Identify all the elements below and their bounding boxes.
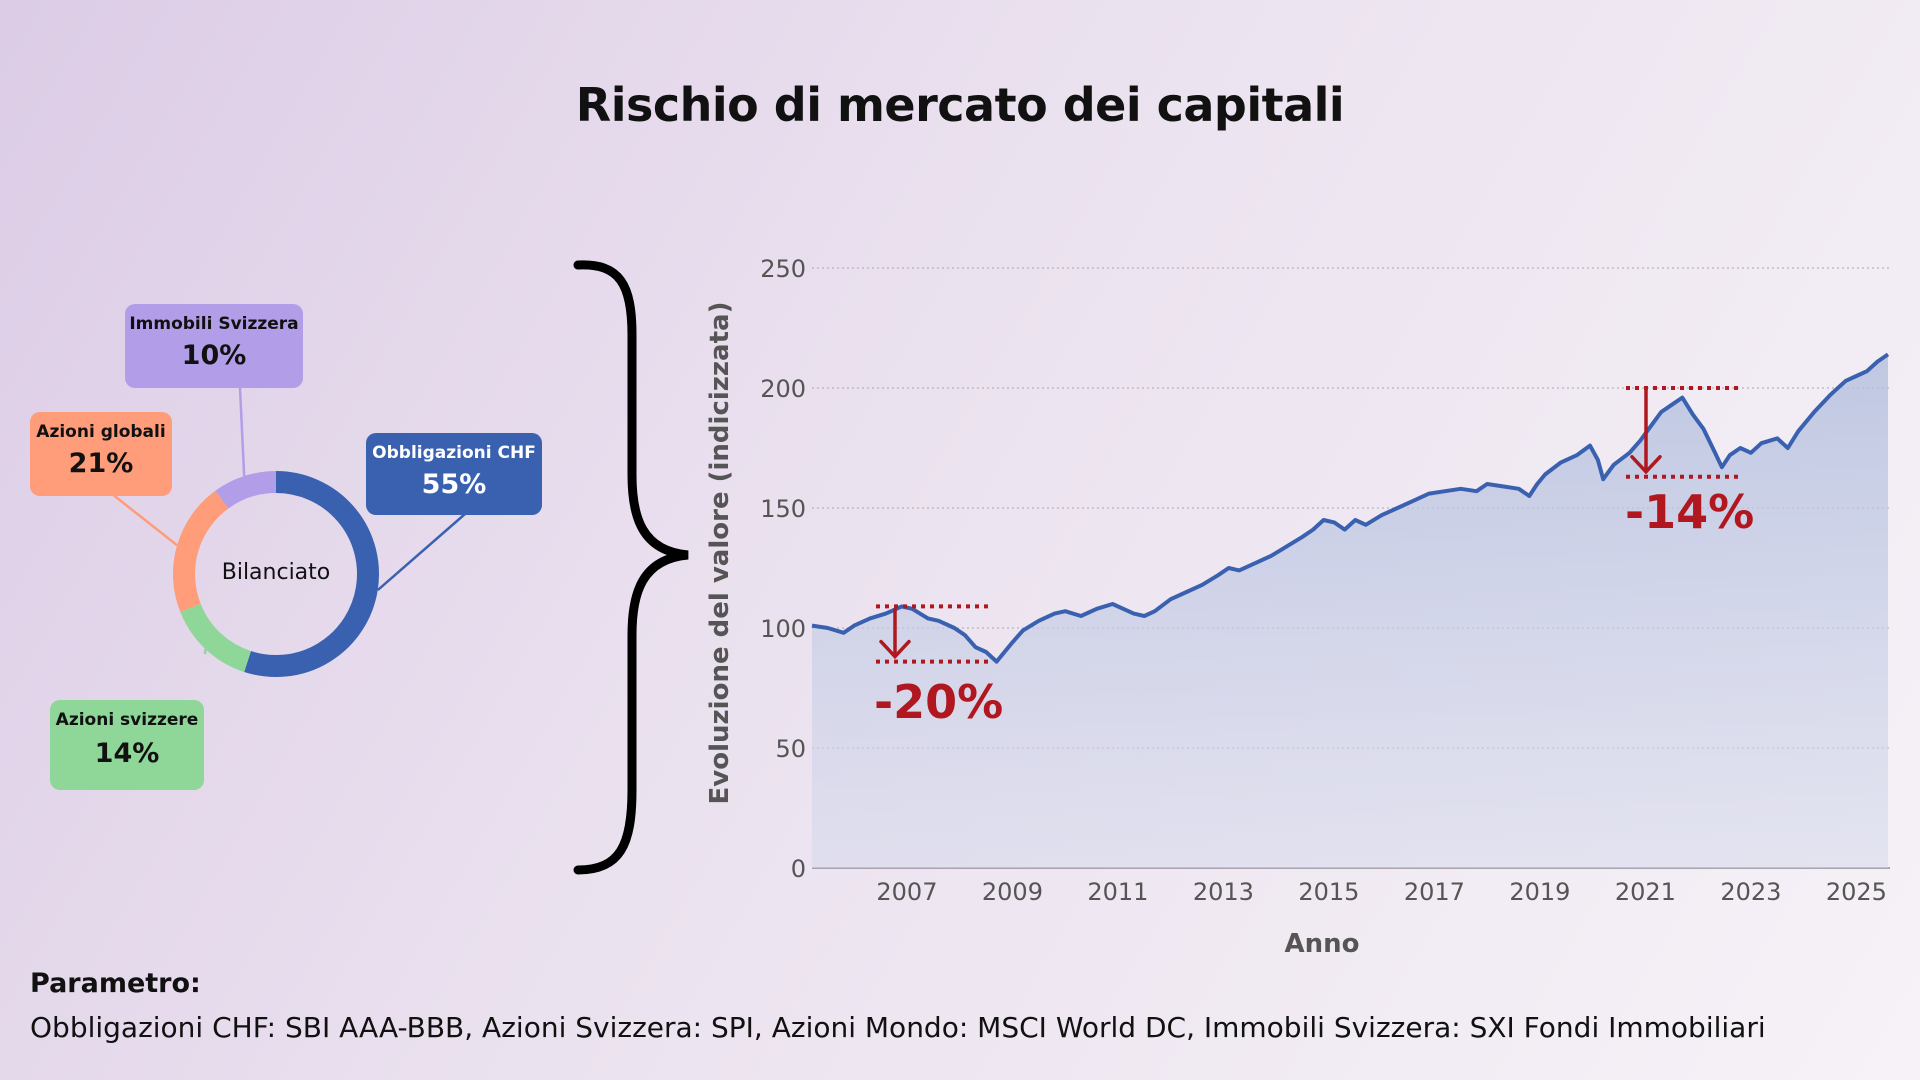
x-tick-label: 2007: [876, 878, 937, 906]
label-obbligazioni-chf: Obbligazioni CHF 55%: [366, 433, 542, 515]
label-value: 55%: [421, 469, 487, 500]
donut-leader-line: [376, 513, 466, 592]
label-name: Immobili Svizzera: [129, 314, 299, 334]
drawdown-annotations: -20% -14%: [874, 386, 1754, 729]
drawdown-annotation: -14%: [1625, 386, 1754, 539]
donut-segment: [215, 471, 277, 509]
label-azioni-globali: Azioni globali 21%: [30, 412, 172, 496]
area-fill: [812, 354, 1888, 868]
donut-segment: [244, 471, 379, 677]
label-azioni-svizzere: Azioni svizzere 14%: [50, 700, 204, 790]
series-line: [811, 352, 1890, 664]
label-name: Azioni globali: [36, 422, 166, 442]
y-tick-labels: 0 50 100 150 200 250: [760, 255, 806, 883]
donut-leader-line: [238, 387, 246, 477]
drawdown-annotation: -20%: [874, 604, 1003, 729]
page-title: Rischio di mercato dei capitali: [575, 78, 1345, 132]
curly-brace-icon: [573, 260, 689, 875]
allocation-donut: [111, 387, 466, 677]
chart-area: [811, 352, 1890, 868]
label-value: 10%: [181, 340, 247, 371]
label-name: Azioni svizzere: [55, 710, 199, 730]
x-tick-label: 2021: [1615, 878, 1676, 906]
footer-heading: Parametro:: [30, 968, 201, 999]
y-tick-label: 100: [760, 615, 806, 643]
x-tick-label: 2015: [1298, 878, 1359, 906]
x-tick-label: 2009: [982, 878, 1043, 906]
y-tick-label: 250: [760, 255, 806, 283]
donut-ring: [173, 471, 379, 677]
y-tick-label: 0: [791, 855, 806, 883]
donut-center-label: Bilanciato: [221, 560, 331, 585]
x-tick-label: 2019: [1509, 878, 1570, 906]
label-value: 14%: [94, 738, 160, 769]
label-immobili-svizzera: Immobili Svizzera 10%: [125, 304, 303, 388]
x-tick-label: 2025: [1826, 878, 1887, 906]
x-tick-labels: 2007 2009 2011 2013 2015 2017 2019 2021 2023 2025: [876, 878, 1886, 906]
donut-leader-line: [111, 493, 178, 547]
donut-leader-lines: [111, 387, 466, 655]
y-tick-label: 50: [775, 735, 806, 763]
x-tick-label: 2013: [1193, 878, 1254, 906]
y-axis-title: Evoluzione del valore (indicizzata): [705, 302, 735, 805]
x-tick-label: 2017: [1404, 878, 1465, 906]
x-tick-label: 2011: [1087, 878, 1148, 906]
x-axis-title: Anno: [1284, 929, 1359, 959]
footer-text: Obbligazioni CHF: SBI AAA-BBB, Azioni Sv…: [30, 1011, 1766, 1044]
y-tick-label: 150: [760, 495, 806, 523]
drawdown-arrow-head-icon: [879, 639, 911, 660]
label-value: 21%: [68, 448, 134, 479]
drawdown-label: -20%: [874, 675, 1003, 729]
x-tick-label: 2023: [1720, 878, 1781, 906]
drawdown-arrow-head-icon: [1630, 455, 1662, 475]
donut-segment: [173, 490, 229, 612]
drawdown-label: -14%: [1625, 485, 1754, 539]
donut-segment: [180, 603, 252, 672]
label-name: Obbligazioni CHF: [372, 443, 536, 463]
y-tick-label: 200: [760, 375, 806, 403]
